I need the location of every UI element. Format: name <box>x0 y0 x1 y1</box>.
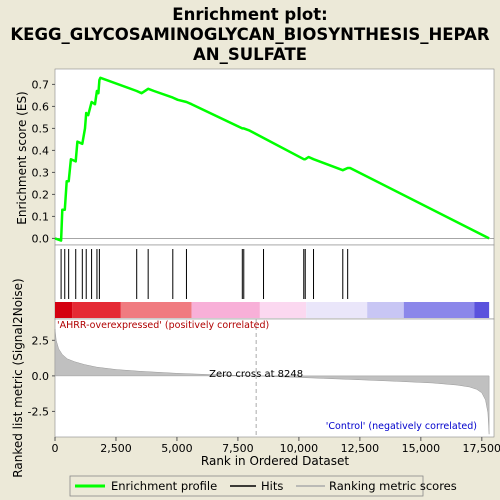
es-ytick-label: 0.5 <box>32 122 50 135</box>
metric-xtick-label: 15,000 <box>402 442 441 455</box>
legend: Enrichment profile Hits Ranking metric s… <box>69 475 457 497</box>
colorbar-segment <box>259 302 307 318</box>
colorbar-segment <box>306 302 368 318</box>
colorbar-segment <box>474 302 490 318</box>
es-y-axis: 0.0 0.1 0.2 0.3 0.4 0.5 0.6 0.7 <box>32 78 55 245</box>
colorbar-segment <box>403 302 475 318</box>
rank-colorbar <box>55 302 490 318</box>
title-line-2: KEGG_GLYCOSAMINOGLYCAN_BIOSYNTHESIS_HEPA… <box>10 25 490 44</box>
es-ytick-label: 0.4 <box>32 144 50 157</box>
metric-xtick-label: 0 <box>52 442 59 455</box>
metric-xlabel: Rank in Ordered Dataset <box>201 454 349 468</box>
positive-correlation-label: 'AHRR-overexpressed' (positively correla… <box>57 320 269 331</box>
es-ytick-label: 0.1 <box>32 210 50 223</box>
metric-xtick-label: 2,500 <box>100 442 132 455</box>
colorbar-segment <box>191 302 260 318</box>
legend-metric-label: Ranking metric scores <box>329 479 457 493</box>
zero-cross-label: Zero cross at 8248 <box>209 369 303 380</box>
metric-ytick-label: -2.5 <box>28 405 49 418</box>
es-ytick-label: 0.2 <box>32 188 50 201</box>
colorbar-segment <box>367 302 404 318</box>
metric-xtick-label: 12,500 <box>341 442 380 455</box>
legend-enrichment-label: Enrichment profile <box>111 479 217 493</box>
es-panel <box>54 68 495 246</box>
colorbar-segment <box>55 302 73 318</box>
metric-ytick-label: 2.5 <box>32 334 50 347</box>
colorbar-segment <box>120 302 192 318</box>
metric-xtick-label: 7,500 <box>222 442 254 455</box>
es-ytick-label: 0.6 <box>32 100 50 113</box>
metric-y-axis: 2.5 0.0 -2.5 <box>28 334 55 418</box>
title-line-1: Enrichment plot: <box>172 5 327 24</box>
ranking-metric-area <box>54 328 490 435</box>
metric-ylabel: Ranked list metric (Signal2Noise) <box>11 278 25 477</box>
metric-xtick-label: 17,500 <box>463 442 500 455</box>
es-ylabel: Enrichment score (ES) <box>15 91 29 224</box>
metric-ytick-label: 0.0 <box>32 370 50 383</box>
es-ytick-label: 0.7 <box>32 78 50 91</box>
es-ytick-label: 0.3 <box>32 166 50 179</box>
metric-xtick-label: 5,000 <box>161 442 193 455</box>
metric-xtick-label: 10,000 <box>280 442 319 455</box>
title-line-3: AN_SULFATE <box>193 45 307 64</box>
legend-hits-label: Hits <box>261 479 283 493</box>
colorbar-segment <box>72 302 121 318</box>
title: Enrichment plot: KEGG_GLYCOSAMINOGLYCAN_… <box>10 5 490 64</box>
es-ytick-label: 0.0 <box>32 232 50 245</box>
enrichment-profile-line <box>54 76 490 242</box>
hits-marks <box>60 249 349 299</box>
metric-x-axis: 0 2,500 5,000 7,500 10,000 12,500 15,000 17,500 <box>52 437 500 455</box>
negative-correlation-label: 'Control' (negatively correlated) <box>326 421 477 432</box>
